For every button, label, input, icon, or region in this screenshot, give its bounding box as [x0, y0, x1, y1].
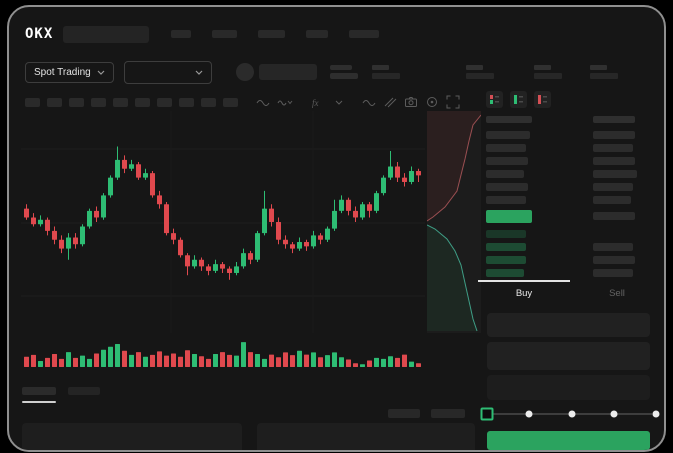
market-info-bar: Spot Trading — [9, 55, 664, 89]
ask-row-placeholder[interactable] — [478, 194, 664, 207]
ticker-stat-placeholder — [465, 65, 494, 79]
slider-stop[interactable] — [610, 410, 618, 418]
slider-handle[interactable] — [480, 407, 494, 421]
svg-text:fx: fx — [312, 98, 319, 108]
bottom-right-placeholder — [388, 409, 420, 418]
ask-row-placeholder[interactable] — [478, 155, 664, 168]
nav-item-placeholder — [349, 30, 380, 38]
timeframe-placeholders — [25, 97, 238, 107]
okx-logo: OKX — [25, 26, 54, 42]
orderbook-row-placeholder — [593, 212, 635, 220]
amount-slider[interactable] — [480, 405, 660, 423]
bid-row-placeholder[interactable] — [478, 254, 664, 267]
timeframe-button-placeholder[interactable] — [179, 97, 194, 107]
top-nav-bar: OKX — [9, 7, 664, 47]
nav-item-placeholder — [306, 30, 329, 38]
slider-stop[interactable] — [525, 410, 533, 418]
timeframe-button-placeholder[interactable] — [69, 97, 84, 107]
book-bids-icon[interactable] — [510, 91, 527, 108]
pair-dropdown[interactable] — [123, 60, 212, 84]
line-chart-icon[interactable] — [256, 94, 270, 110]
order-form-input-2[interactable] — [487, 342, 650, 370]
market-type-label: Spot Trading — [34, 66, 91, 78]
pair-name-placeholder — [258, 64, 317, 80]
timeframe-button-placeholder[interactable] — [113, 97, 128, 107]
timeframe-button-placeholder[interactable] — [91, 97, 106, 107]
timeframe-button-placeholder[interactable] — [135, 97, 150, 107]
bottom-tab-placeholder-active[interactable] — [22, 387, 56, 395]
orderbook-header-placeholder — [486, 116, 532, 123]
last-price-badge — [486, 210, 532, 223]
coin-icon-placeholder — [235, 63, 254, 81]
search-input[interactable] — [63, 25, 150, 43]
ask-row-placeholder[interactable] — [478, 142, 664, 155]
price-placeholder — [329, 65, 358, 79]
bid-row-placeholder[interactable] — [478, 228, 664, 241]
bid-row-placeholder[interactable] — [478, 267, 664, 280]
timeframe-button-placeholder[interactable] — [201, 97, 216, 107]
fullscreen-icon[interactable] — [446, 94, 460, 110]
order-panel: Buy Sell — [478, 87, 664, 450]
chevron-down-icon — [195, 70, 203, 75]
bottom-right-placeholder — [431, 409, 465, 418]
ticker-stat-placeholder — [371, 65, 400, 79]
buy-tab-indicator — [478, 280, 570, 282]
ticker-stat-placeholder — [533, 65, 562, 79]
slider-stop[interactable] — [652, 410, 660, 418]
chevron-down-icon — [97, 70, 105, 75]
depth-chart — [426, 111, 482, 333]
volume-chart — [21, 339, 425, 367]
ticker-stat-placeholder — [589, 65, 618, 79]
book-split-icon[interactable] — [486, 91, 503, 108]
tab-sell[interactable]: Sell — [609, 288, 625, 299]
tab-buy[interactable]: Buy — [515, 288, 533, 299]
nav-item-placeholder — [212, 30, 238, 38]
bottom-tab-placeholder[interactable] — [68, 387, 100, 395]
candlestick-chart[interactable] — [21, 111, 425, 333]
order-form-input-1[interactable] — [487, 313, 650, 337]
camera-icon[interactable] — [404, 94, 418, 110]
chart-toolbar: fx — [9, 93, 464, 111]
bottom-panel-placeholder — [257, 423, 475, 450]
nav-item-placeholder — [258, 30, 286, 38]
wave-tool-icon[interactable] — [362, 94, 376, 110]
caret-down-icon[interactable] — [334, 94, 344, 110]
parallel-lines-icon[interactable] — [383, 94, 397, 110]
book-asks-icon[interactable] — [534, 91, 551, 108]
ticker-stats-placeholders — [371, 65, 618, 79]
timeframe-button-placeholder[interactable] — [157, 97, 172, 107]
orderbook-view-toggles — [486, 91, 551, 108]
indicators-fx-icon[interactable]: fx — [311, 94, 327, 110]
order-form-input-3[interactable] — [487, 375, 650, 400]
timeframe-button-placeholder[interactable] — [25, 97, 40, 107]
ask-row-placeholder[interactable] — [478, 168, 664, 181]
orderbook-asks — [478, 129, 664, 207]
ask-row-placeholder[interactable] — [478, 129, 664, 142]
timeframe-button-placeholder[interactable] — [223, 97, 238, 107]
buy-submit-button[interactable] — [487, 431, 650, 450]
nav-placeholders — [171, 30, 380, 38]
slider-stop[interactable] — [568, 410, 575, 418]
trade-tabs: Buy Sell — [478, 280, 664, 306]
nav-item-placeholder — [171, 30, 192, 38]
trading-app-window: OKX Spot Trading — [7, 5, 666, 452]
chart-style-caret-icon[interactable] — [277, 94, 293, 110]
ask-row-placeholder[interactable] — [478, 181, 664, 194]
orderbook-header-placeholder — [593, 116, 635, 123]
bottom-panel-placeholder — [22, 423, 242, 450]
timeframe-button-placeholder[interactable] — [47, 97, 62, 107]
market-type-dropdown[interactable]: Spot Trading — [25, 61, 114, 83]
target-circle-icon[interactable] — [425, 94, 439, 110]
bid-row-placeholder[interactable] — [478, 241, 664, 254]
active-tab-underline — [22, 401, 56, 403]
orderbook-bids — [478, 228, 664, 280]
